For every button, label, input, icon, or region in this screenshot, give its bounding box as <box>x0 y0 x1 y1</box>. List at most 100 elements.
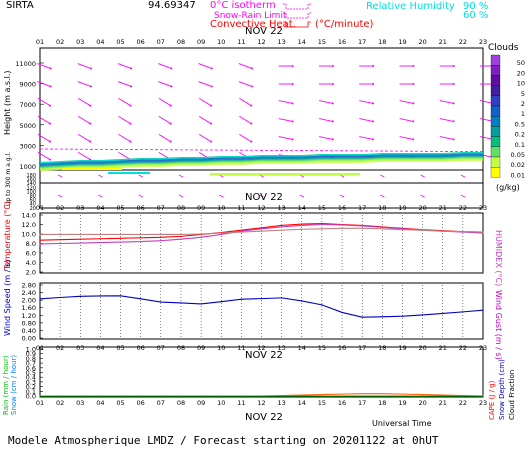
wind-point <box>321 304 323 306</box>
wind-arrow <box>359 100 374 104</box>
precip-ytick-label: 0.2 <box>26 383 36 391</box>
precip-ytick-label: 0.4 <box>26 374 36 382</box>
wind-arrow-head <box>129 140 132 143</box>
low-wind-arrow <box>219 194 224 198</box>
low-height-tick-label: 180 <box>26 173 36 179</box>
precip-point <box>140 395 142 397</box>
wind-arrow-head <box>49 85 52 88</box>
temperature-point <box>281 226 283 228</box>
temperature-ytick-label: 14.0 <box>22 212 36 220</box>
wind-arrow <box>118 133 131 143</box>
wind-arrow-head <box>89 104 92 107</box>
wind-arrow <box>399 118 414 122</box>
hour-tick-label: 18 <box>378 344 386 352</box>
temperature-point <box>160 236 162 238</box>
wind-arrow-head <box>372 83 375 85</box>
height-ylabel: Height (m a.s.l.) <box>3 71 12 136</box>
wind-point <box>281 297 283 299</box>
hour-tick-label: 06 <box>137 38 145 46</box>
hour-tick-label: 05 <box>116 399 124 407</box>
wind-arrow <box>118 97 131 107</box>
low-height-tick-label: 40 <box>30 202 36 208</box>
wind-arrow <box>439 136 454 140</box>
wind-point <box>260 298 263 300</box>
temperature-point <box>180 238 182 240</box>
wind-arrow <box>239 115 252 125</box>
hour-tick-label: 04 <box>96 399 104 407</box>
low-wind-arrow <box>420 174 425 178</box>
wind-point <box>421 314 424 316</box>
wind-arrow <box>318 136 333 140</box>
hour-tick-label: 19 <box>398 204 406 212</box>
hour-tick-label: 09 <box>197 38 205 46</box>
precip-ytick-label: 0.0 <box>26 393 36 401</box>
wind-point <box>482 309 484 311</box>
hour-tick-label: 15 <box>318 344 326 352</box>
low-height-tick-label: 120 <box>26 185 36 191</box>
precip-ytick-label: 0.1 <box>26 388 36 396</box>
temperature-panel-frame <box>39 212 484 274</box>
wind-arrow-head <box>89 122 92 125</box>
wind-ytick-label: 0.00 <box>22 335 36 343</box>
hour-tick-label: 08 <box>177 204 185 212</box>
wind-ytick-label: 0.40 <box>22 327 36 335</box>
temperature-point <box>59 239 61 241</box>
precip-ytick-label: 0.9 <box>26 350 36 358</box>
hour-tick-label: 12 <box>257 38 265 46</box>
cloud-legend-swatch <box>490 136 501 147</box>
hour-tick-label: 11 <box>237 399 245 407</box>
hour-tick-label: 07 <box>157 204 165 212</box>
snowdepth-ylabel: Snow Depth (cm) <box>498 359 506 420</box>
hour-tick-label: 23 <box>479 38 487 46</box>
height-tick-label: 9000 <box>19 81 36 89</box>
wind-arrow <box>158 81 172 87</box>
wind-arrow-head <box>48 104 51 107</box>
temperature-point <box>321 222 323 225</box>
hour-tick-label: 22 <box>459 204 467 212</box>
wind-arrow-head <box>291 138 294 141</box>
temperature-point <box>119 233 122 236</box>
precip-point <box>401 393 404 395</box>
precip-point <box>321 395 323 397</box>
hour-tick-label: 22 <box>459 38 467 46</box>
precip-point <box>361 393 363 395</box>
temperature-point <box>79 242 81 244</box>
wind-arrow-head <box>130 67 133 70</box>
hour-tick-label: 20 <box>418 204 426 212</box>
temperature-point <box>39 243 41 245</box>
cloud-legend-label: 10 <box>517 80 525 88</box>
precip-point <box>401 395 404 397</box>
wind-point <box>79 295 81 297</box>
cloud-legend-label: 0.2 <box>515 131 525 139</box>
hour-tick-label: 14 <box>298 204 306 212</box>
temperature-point <box>160 240 162 242</box>
hour-tick-label: 11 <box>237 38 245 46</box>
wind-point <box>180 302 182 304</box>
hour-tick-label: 19 <box>398 344 406 352</box>
hour-tick-label: 15 <box>318 38 326 46</box>
wind-point <box>119 295 122 297</box>
hour-tick-label: 10 <box>217 204 225 212</box>
cloud-legend-swatch <box>490 156 501 168</box>
hour-tick-label: 13 <box>277 344 285 352</box>
wind-arrow-head <box>49 67 52 70</box>
wind-arrow-head <box>169 104 172 107</box>
wind-arrow <box>198 97 212 107</box>
wind-arrow <box>198 115 212 125</box>
precip-point <box>381 393 383 395</box>
wind-arrow-head <box>412 83 415 85</box>
low-wind-arrow <box>420 194 425 198</box>
wind-ytick-label: 2.00 <box>22 297 36 305</box>
hour-tick-label: 01 <box>36 204 44 212</box>
hour-tick-label: 16 <box>338 344 346 352</box>
temperature-point <box>99 233 102 236</box>
cloud-legend-label: 5 <box>521 90 525 98</box>
low-wind-arrow <box>98 174 103 178</box>
precip-point <box>160 395 162 397</box>
temperature-point <box>59 242 61 245</box>
precip-point <box>361 395 363 397</box>
temperature-point <box>59 233 61 236</box>
zero-isotherm-line <box>39 148 484 153</box>
hour-tick-label: 14 <box>298 38 306 46</box>
hour-tick-label: 21 <box>439 399 447 407</box>
